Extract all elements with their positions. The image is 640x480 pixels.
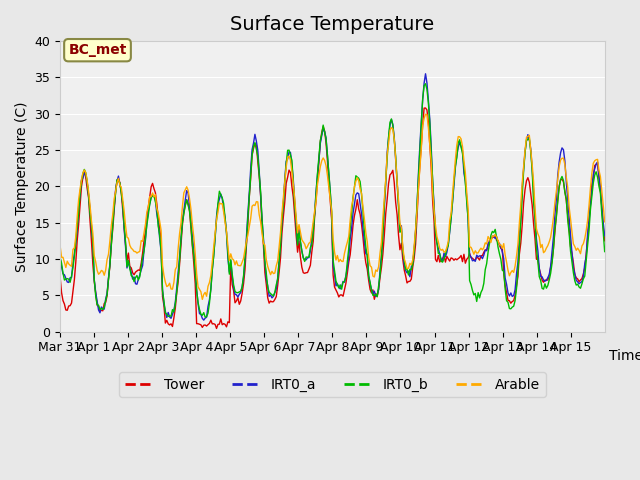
IRT0_a [600,220,607,226]
Tower [92,290,100,296]
IRT0_b [75,210,83,216]
Arable [338,258,346,264]
IRT0_b [447,215,455,221]
Arable [601,219,609,225]
IRT0_a [200,317,207,323]
IRT0_b [56,254,64,260]
Tower [338,292,346,298]
Tower [601,238,609,244]
IRT0_a [601,233,609,239]
IRT0_a [528,166,536,172]
Y-axis label: Surface Temperature (C): Surface Temperature (C) [15,101,29,272]
Line: IRT0_a: IRT0_a [60,74,605,320]
IRT0_b [528,168,536,173]
IRT0_b [601,249,609,254]
Tower [528,202,536,208]
IRT0_a [447,216,455,221]
Arable [92,259,100,265]
Arable [528,161,536,167]
Tower [600,225,607,230]
Legend: Tower, IRT0_a, IRT0_b, Arable: Tower, IRT0_a, IRT0_b, Arable [119,372,546,397]
Arable [75,197,83,203]
IRT0_a [75,204,83,210]
IRT0_b [92,293,100,299]
IRT0_b [422,81,429,86]
IRT0_a [92,289,100,295]
IRT0_b [600,229,607,235]
Arable [56,243,64,249]
Line: Arable: Arable [60,114,605,300]
IRT0_a [338,284,346,289]
Tower [447,255,455,261]
Line: Tower: Tower [60,108,605,328]
Tower [212,325,220,331]
Tower [422,105,429,111]
Tower [75,221,83,227]
IRT0_a [56,255,64,261]
Text: BC_met: BC_met [68,43,127,57]
IRT0_a [422,71,429,77]
Arable [447,210,455,216]
Arable [600,203,607,208]
IRT0_b [202,314,209,320]
Arable [198,297,206,302]
Title: Surface Temperature: Surface Temperature [230,15,435,34]
Arable [422,111,429,117]
IRT0_b [338,286,346,292]
Line: IRT0_b: IRT0_b [60,84,605,317]
Tower [56,275,64,280]
X-axis label: Time: Time [609,349,640,363]
